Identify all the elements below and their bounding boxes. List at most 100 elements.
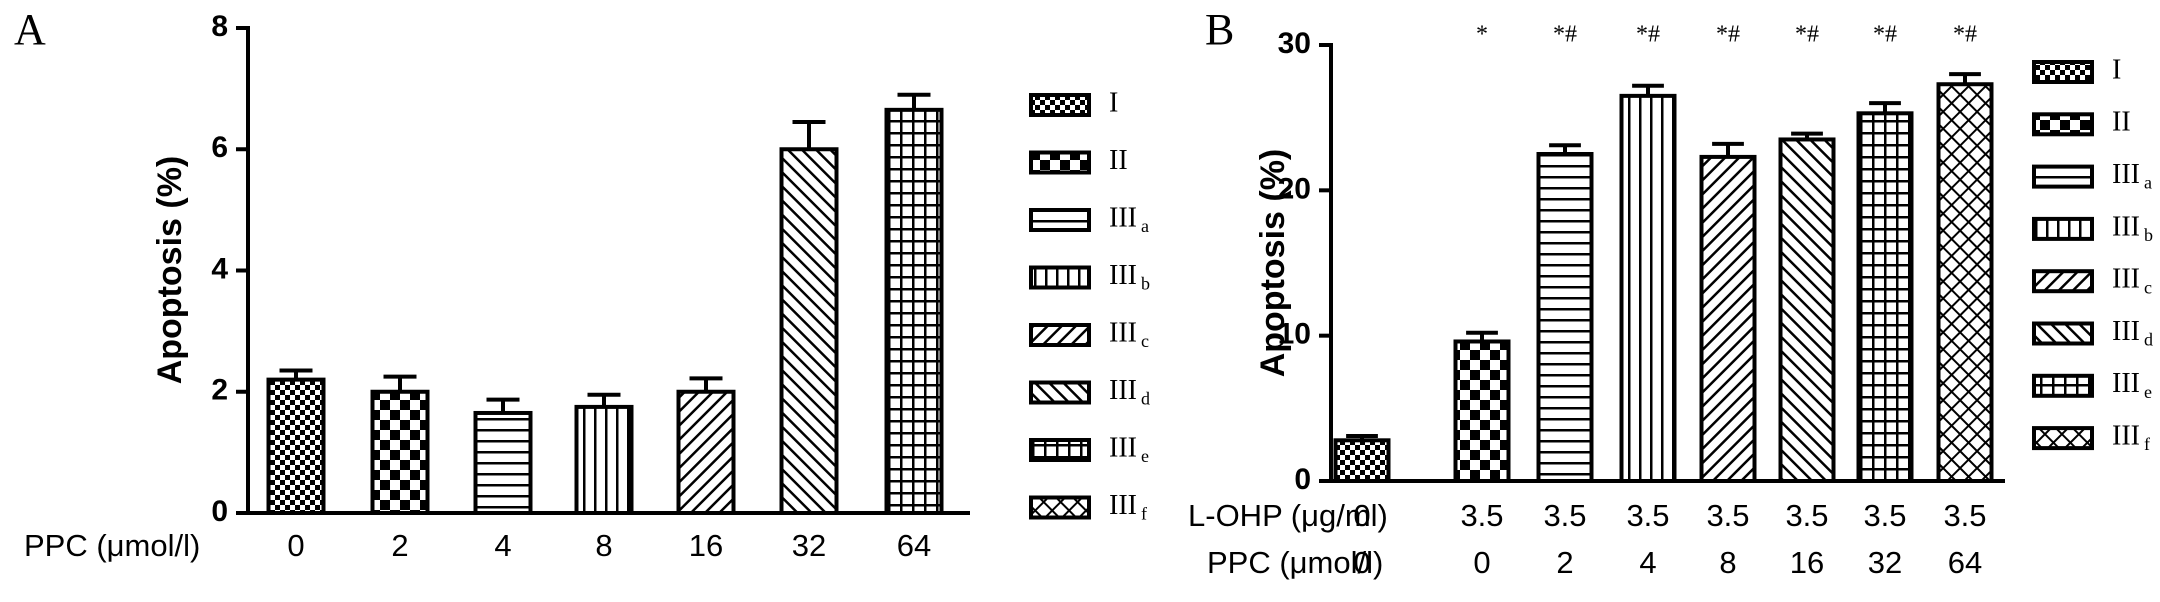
bar	[676, 389, 736, 515]
legend-subscript: d	[2144, 330, 2153, 350]
y-tick-label: 20	[1278, 172, 1311, 205]
significance-mark: *#	[1553, 22, 1577, 48]
legend-swatch	[2032, 269, 2094, 294]
bar	[1856, 111, 1914, 483]
x-category-label: 32	[1868, 545, 1902, 580]
y-tick-label: 30	[1278, 27, 1311, 60]
bar	[574, 404, 634, 515]
significance-mark: *#	[1953, 22, 1977, 48]
legend-swatch	[2032, 164, 2094, 189]
legend-subscript: a	[2144, 173, 2152, 193]
y-tick-label: 0	[211, 495, 228, 528]
significance-mark: *	[1476, 22, 1488, 48]
x-category-label: 0	[287, 528, 304, 563]
y-axis-label: Apoptosis (%)	[151, 156, 189, 385]
legend-subscript: b	[1141, 274, 1150, 294]
x-category-label: 8	[595, 528, 612, 563]
bar	[266, 377, 326, 515]
x-category-label: 0	[1353, 545, 1370, 580]
panel-label: A	[14, 5, 46, 54]
x-category-label: 0	[1353, 498, 1370, 533]
y-axis-label: Apoptosis (%)	[1254, 149, 1292, 378]
y-tick-label: 8	[211, 10, 228, 43]
legend-subscript: d	[1141, 389, 1150, 409]
legend-swatch	[2032, 216, 2094, 241]
legend-label: III	[1109, 317, 1137, 348]
x-category-label: 3.5	[1943, 498, 1986, 533]
legend-label: III	[1109, 490, 1137, 521]
legend-swatch	[2032, 60, 2094, 84]
legend-label: III	[1109, 260, 1137, 291]
x-category-label: 3.5	[1626, 498, 1669, 533]
legend-subscript: e	[1141, 446, 1149, 466]
y-tick-label: 2	[211, 374, 228, 407]
legend-subscript: c	[2144, 277, 2152, 297]
x-category-label: 8	[1719, 545, 1736, 580]
legend-label: III	[1109, 202, 1137, 233]
x-row-label: PPC (μmol/l)	[1207, 545, 1383, 580]
legend-swatch	[2032, 321, 2094, 346]
bar	[1619, 93, 1677, 483]
legend-label: III	[1109, 432, 1137, 463]
legend-subscript: e	[2144, 382, 2152, 402]
legend-label: III	[2112, 211, 2140, 242]
legend-label: III	[2112, 368, 2140, 399]
x-row-label: L-OHP (μg/ml)	[1188, 498, 1388, 533]
y-tick-label: 0	[1294, 463, 1311, 496]
legend-subscript: a	[1141, 216, 1149, 236]
legend-subscript: f	[2144, 434, 2150, 454]
bar	[1936, 82, 1994, 484]
x-category-label: 16	[689, 528, 723, 563]
legend-label: I	[2112, 54, 2121, 85]
x-category-label: 32	[792, 528, 826, 563]
bar	[779, 147, 839, 515]
legend-label: II	[1109, 145, 1128, 176]
significance-mark: *#	[1795, 22, 1819, 48]
bar	[1778, 137, 1836, 483]
bar	[1536, 152, 1594, 483]
legend-label: III	[2112, 316, 2140, 347]
bar	[1333, 438, 1391, 484]
significance-mark: *#	[1873, 22, 1897, 48]
x-category-label: 3.5	[1543, 498, 1586, 533]
legend-swatch	[2032, 426, 2094, 451]
legend-swatch	[1029, 150, 1091, 175]
legend-swatch	[2032, 373, 2094, 398]
legend-label: III	[2112, 264, 2140, 295]
bar	[473, 410, 533, 515]
legend-subscript: f	[1141, 504, 1147, 524]
legend-swatch	[1029, 208, 1091, 232]
x-category-label: 3.5	[1706, 498, 1749, 533]
legend-subscript: b	[2144, 225, 2153, 245]
x-category-label: 16	[1790, 545, 1824, 580]
x-category-label: 64	[897, 528, 931, 563]
legend-label: II	[2112, 107, 2131, 138]
legend-swatch	[1029, 265, 1091, 290]
x-row-label: PPC (μmol/l)	[24, 528, 200, 563]
y-tick-label: 4	[211, 252, 228, 285]
legend-label: I	[1109, 87, 1118, 118]
x-category-label: 2	[391, 528, 408, 563]
x-category-label: 3.5	[1863, 498, 1906, 533]
x-category-label: 2	[1556, 545, 1573, 580]
legend-swatch	[1029, 495, 1091, 520]
legend-label: III	[2112, 421, 2140, 452]
legend-swatch	[1029, 323, 1091, 347]
y-tick-label: 10	[1278, 318, 1311, 351]
legend-swatch	[2032, 112, 2094, 137]
legend-swatch	[1029, 93, 1091, 117]
bar	[1699, 154, 1757, 483]
y-tick-label: 6	[211, 131, 228, 164]
legend-label: III	[2112, 159, 2140, 190]
legend-swatch	[1029, 438, 1091, 462]
x-category-label: 3.5	[1460, 498, 1503, 533]
x-category-label: 4	[494, 528, 511, 563]
x-category-label: 0	[1473, 545, 1490, 580]
legend-swatch	[1029, 380, 1091, 405]
x-category-label: 64	[1948, 545, 1982, 580]
bar	[370, 389, 430, 515]
panel-label: B	[1205, 5, 1234, 54]
x-category-label: 3.5	[1785, 498, 1828, 533]
significance-mark: *#	[1716, 22, 1740, 48]
